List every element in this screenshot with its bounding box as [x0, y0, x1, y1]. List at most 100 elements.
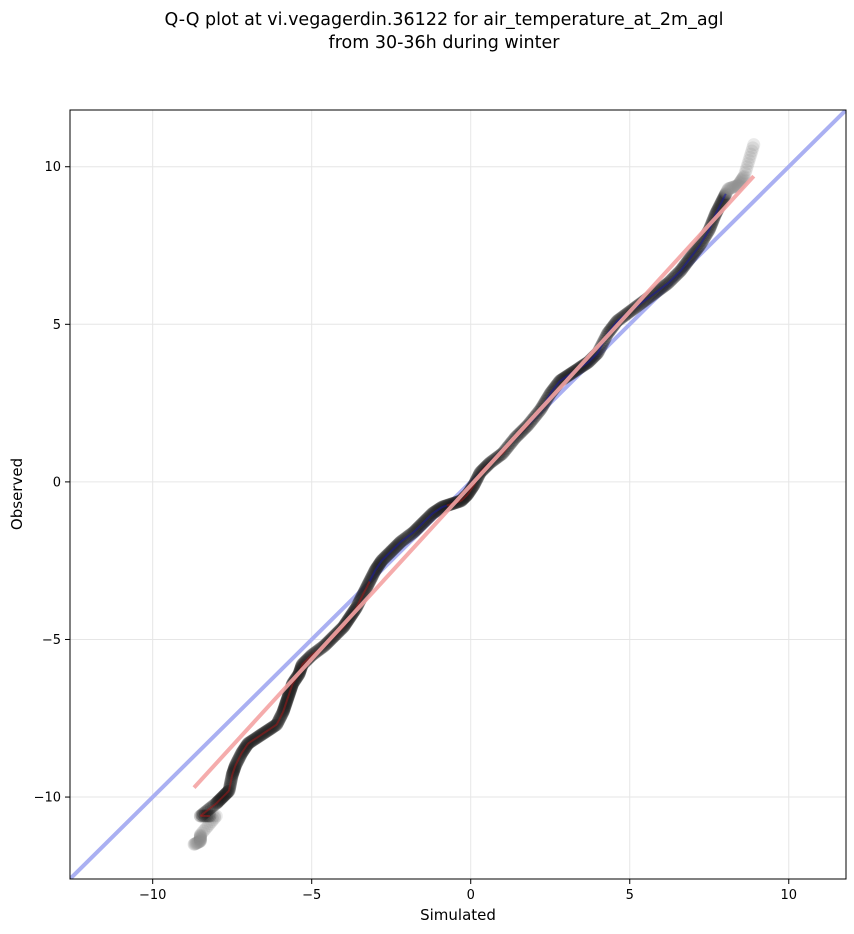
qq-trail-segment: [374, 568, 377, 571]
qq-point: [208, 809, 222, 823]
qq-trail-segment: [311, 653, 314, 657]
qq-trail-segment: [690, 255, 693, 258]
qq-point: [745, 144, 759, 158]
qq-trail-segment: [615, 320, 618, 324]
qq-trail-segment: [276, 721, 279, 724]
qq-trail-segment: [393, 546, 396, 550]
y-tick-label: 5: [53, 318, 61, 333]
qq-trail-segment: [679, 268, 683, 272]
qq-trail-segment: [641, 300, 645, 304]
qq-point: [191, 835, 205, 849]
qq-trail-segment: [358, 599, 361, 603]
reference-line-1to1: [70, 110, 846, 879]
qq-point: [197, 824, 211, 838]
qq-trail-segment: [202, 811, 206, 815]
qq-trail-segment: [221, 796, 224, 799]
qq-trail-segment: [236, 760, 239, 763]
qq-point: [193, 829, 207, 843]
qq-trail-segment: [556, 382, 559, 386]
qq-trail-segment: [226, 791, 229, 794]
qq-trail-segment: [611, 325, 614, 329]
qq-point: [726, 180, 740, 194]
qq-trail-segment: [263, 731, 266, 734]
qq-trail-segment: [376, 565, 379, 568]
qq-trail-segment: [589, 358, 592, 361]
qq-trail-segment: [471, 485, 475, 488]
qq-trail-segment: [463, 496, 466, 499]
qq-trail-segment: [707, 229, 711, 232]
qq-trail-segment: [560, 378, 563, 382]
qq-trail-segment: [610, 326, 614, 330]
qq-trail-segment: [472, 484, 475, 487]
qq-trail-segment: [429, 513, 433, 517]
qq-trail-segment: [565, 375, 568, 378]
qq-trail-segment: [586, 361, 589, 364]
qq-trail-segment: [258, 735, 261, 738]
qq-trail-segment: [567, 373, 570, 377]
qq-trail-segment: [702, 237, 706, 240]
qq-trail-segment: [682, 265, 686, 268]
qq-trail-segment: [219, 798, 222, 801]
qq-trail-segment: [705, 232, 709, 236]
qq-point: [205, 815, 219, 829]
qq-point: [191, 835, 205, 849]
qq-trail-segment: [460, 499, 463, 502]
chart-title-line2: from 30-36h during winter: [329, 33, 561, 53]
qq-trail-segment: [566, 374, 569, 377]
qq-trail-segment: [209, 806, 213, 810]
qq-trail-segment: [591, 356, 594, 360]
qq-trail-segment: [267, 728, 270, 732]
y-tick-label: 0: [53, 475, 61, 490]
qq-trail-segment: [640, 301, 644, 304]
qq-point: [203, 817, 217, 831]
qq-trail-segment: [557, 381, 560, 385]
qq-trail-segment: [724, 193, 727, 196]
qq-trail-segment: [411, 531, 415, 535]
qq-trail-segment: [435, 509, 438, 512]
qq-trail-segment: [722, 195, 726, 199]
qq-trail-segment: [720, 200, 723, 204]
qq-trail-segment: [412, 530, 416, 534]
qq-trail-segment: [243, 747, 246, 750]
qq-trail-segment: [383, 556, 387, 559]
qq-trail-segment: [614, 321, 617, 325]
qq-trail-segment: [463, 496, 466, 499]
qq-trail-segment: [392, 547, 395, 551]
qq-trail-segment: [563, 376, 567, 379]
qq-trail-segment: [377, 563, 380, 566]
qq-point: [193, 833, 207, 847]
qq-point: [206, 809, 220, 823]
qq-trail-segment: [397, 542, 400, 546]
qq-trail-segment: [396, 543, 399, 547]
qq-point: [193, 828, 207, 842]
qq-trail-segment: [684, 262, 688, 266]
qq-trail-segment: [215, 802, 218, 805]
qq-trail-segment: [681, 266, 685, 269]
qq-trail-segment: [308, 656, 311, 659]
qq-trail-segment: [644, 298, 647, 302]
qq-point: [740, 160, 754, 174]
qq-trail-segment: [270, 726, 273, 730]
qq-trail-segment: [694, 249, 697, 253]
qq-trail-segment: [646, 296, 650, 300]
qq-trail-segment: [218, 798, 221, 801]
qq-point: [201, 818, 215, 832]
qq-trail-segment: [302, 662, 305, 665]
qq-point: [742, 153, 756, 167]
qq-trail-segment: [237, 757, 241, 760]
qq-trail-segment: [380, 560, 383, 563]
qq-trail-segment: [413, 529, 417, 533]
qq-trail-segment: [439, 506, 442, 510]
qq-point: [719, 186, 733, 200]
qq-trail-segment: [689, 256, 692, 259]
qq-trail-segment: [235, 761, 239, 764]
qq-trail-segment: [597, 350, 600, 354]
qq-trail-segment: [360, 596, 363, 599]
qq-trail-segment: [293, 680, 296, 683]
qq-point: [720, 184, 734, 198]
qq-trail-segment: [382, 557, 386, 560]
qq-trail-segment: [550, 390, 553, 393]
qq-trail-segment: [377, 564, 380, 567]
qq-trail-segment: [674, 273, 678, 277]
qq-trail-segment: [428, 514, 432, 517]
